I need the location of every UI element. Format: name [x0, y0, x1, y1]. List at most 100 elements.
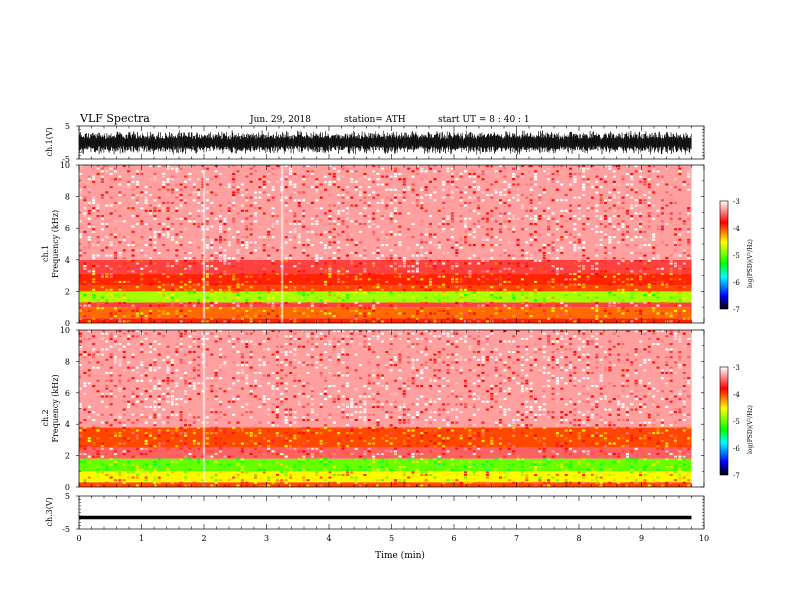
- spectro-cell: [219, 353, 223, 356]
- spectro-cell: [83, 301, 87, 305]
- spectro-cell: [254, 170, 258, 173]
- spectro-cell: [411, 315, 415, 318]
- spectro-cell: [367, 196, 371, 199]
- spectro-cell: [245, 191, 249, 194]
- spectro-cell: [376, 236, 380, 239]
- spectro-cell: [302, 442, 306, 445]
- spectro-cell: [337, 212, 341, 215]
- spectro-cell: [643, 244, 647, 247]
- spectro-cell: [162, 233, 166, 236]
- spectro-cell: [503, 167, 507, 170]
- spectro-cell: [433, 236, 437, 239]
- spectro-cell: [503, 188, 507, 191]
- spectro-cell: [240, 332, 244, 335]
- spectro-cell: [254, 165, 258, 168]
- spectro-cell: [275, 408, 279, 411]
- spectro-cell: [337, 170, 341, 173]
- spectro-cell: [450, 183, 454, 186]
- spectro-cell: [345, 343, 349, 346]
- spectro-cell: [122, 193, 126, 197]
- spectro-cell: [398, 405, 402, 408]
- spectro-cell: [354, 476, 358, 479]
- spectro-cell: [328, 265, 332, 268]
- spectro-cell: [573, 228, 577, 231]
- spectro-cell: [131, 421, 135, 424]
- spectro-cell: [280, 463, 284, 466]
- spectro-cell: [149, 309, 153, 312]
- spectro-cell: [92, 228, 96, 231]
- spectro-cell: [599, 167, 603, 170]
- spectro-cell: [359, 178, 363, 181]
- spectro-cell: [319, 191, 323, 194]
- spectro-cell: [306, 371, 310, 374]
- spectro-cell: [127, 361, 131, 364]
- spectro-cell: [472, 294, 476, 297]
- spectro-cell: [398, 283, 402, 286]
- spectro-cell: [534, 286, 538, 289]
- spectro-cell: [219, 209, 223, 212]
- spectro-cell: [236, 350, 240, 354]
- spectro-cell: [127, 343, 131, 346]
- spectro-cell: [503, 251, 507, 255]
- spectro-cell: [577, 270, 581, 273]
- spectro-cell: [363, 312, 367, 315]
- spectro-cell: [332, 377, 336, 380]
- spectro-cell: [372, 222, 376, 226]
- spectro-cell: [647, 212, 651, 215]
- spectro-cell: [149, 366, 153, 369]
- spectro-cell: [643, 320, 647, 323]
- spectro-cell: [293, 421, 297, 424]
- spectro-cell: [205, 421, 209, 424]
- spectro-cell: [411, 236, 415, 239]
- spectro-cell: [402, 262, 406, 265]
- spectro-cell: [157, 286, 161, 289]
- spectro-cell: [302, 199, 306, 202]
- spectro-cell: [258, 484, 262, 487]
- spectro-cell: [258, 473, 262, 477]
- spectro-cell: [105, 278, 109, 281]
- spectro-cell: [310, 452, 314, 456]
- spectro-cell: [205, 312, 209, 315]
- spectro-cell: [92, 201, 96, 204]
- spectro-cell: [534, 251, 538, 255]
- spectro-cell: [149, 390, 153, 393]
- spectro-cell: [407, 337, 411, 340]
- spectro-cell: [682, 251, 686, 255]
- spectro-cell: [350, 332, 354, 335]
- spectro-cell: [100, 238, 104, 241]
- spectro-cell: [652, 204, 656, 207]
- spectro-cell: [415, 244, 419, 247]
- spectro-cell: [612, 170, 616, 173]
- spectro-cell: [118, 374, 122, 377]
- spectro-cell: [118, 471, 122, 474]
- spectro-cell: [245, 361, 249, 364]
- spectro-cell: [359, 286, 363, 289]
- spectro-cell: [188, 447, 192, 450]
- spectro-cell: [634, 217, 638, 220]
- spectro-cell: [363, 439, 367, 442]
- spectro-cell: [153, 335, 157, 338]
- spectro-cell: [472, 175, 476, 178]
- spectro-cell: [678, 167, 682, 170]
- spectro-cell: [280, 471, 284, 474]
- spectro-cell: [192, 442, 196, 445]
- spectro-cell: [114, 228, 118, 231]
- ch2-spectrogram-band-4: [79, 427, 692, 448]
- spectro-cell: [674, 304, 678, 307]
- spectro-cell: [376, 424, 380, 427]
- spectro-cell: [83, 246, 87, 249]
- spectro-cell: [240, 220, 244, 223]
- spectro-cell: [608, 283, 612, 286]
- spectro-cell: [385, 175, 389, 178]
- spectro-cell: [100, 193, 104, 197]
- spectro-cell: [350, 405, 354, 408]
- spectro-cell: [398, 312, 402, 315]
- spectro-cell: [297, 458, 301, 461]
- spectro-cell: [192, 421, 196, 424]
- spectro-cell: [192, 481, 196, 484]
- spectro-cell: [245, 481, 249, 484]
- spectro-cell: [271, 387, 275, 390]
- spectro-cell: [394, 220, 398, 223]
- spectro-cell: [477, 283, 481, 286]
- spectro-cell: [363, 249, 367, 252]
